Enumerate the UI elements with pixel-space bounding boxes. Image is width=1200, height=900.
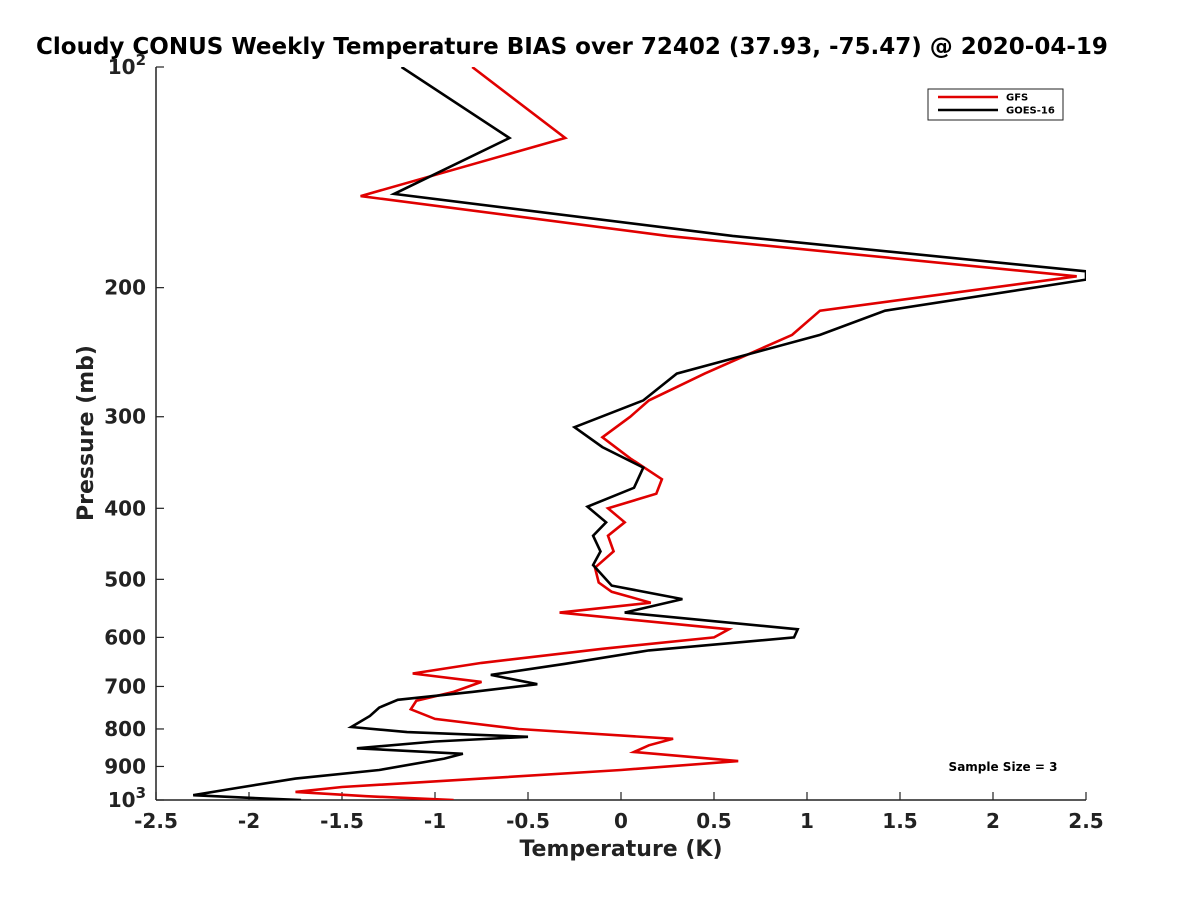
x-tick-label: 1.5 — [882, 809, 917, 833]
y-tick-label: 400 — [104, 496, 146, 520]
y-tick-label: 200 — [104, 276, 146, 300]
plot-area — [155, 67, 1086, 801]
y-tick-label: 900 — [104, 754, 146, 778]
series-layer — [192, 67, 1086, 800]
x-tick-label: 1 — [800, 809, 814, 833]
legend-label: GFS — [1006, 93, 1028, 104]
x-tick-label: -1.5 — [320, 809, 364, 833]
legend-box — [927, 88, 1064, 121]
legend-label: GOES-16 — [1006, 106, 1055, 117]
y-tick-label: 300 — [104, 405, 146, 429]
x-tick-label: -1 — [424, 809, 446, 833]
y-tick-label: 103 — [108, 784, 146, 812]
x-tick-label: 0.5 — [696, 809, 731, 833]
y-tick-label: 600 — [104, 625, 146, 649]
legend: GFS GOES-16 — [927, 88, 1064, 121]
x-axis-title: Temperature (K) — [519, 837, 722, 862]
x-tick-label: -2.5 — [134, 809, 178, 833]
y-tick-label: 800 — [104, 717, 146, 741]
x-tick-label: 0 — [614, 809, 628, 833]
series-line-gfs — [295, 67, 1077, 800]
y-tick-label: 102 — [108, 51, 146, 79]
y-axis-ticks: 102 200 300 400 500 600 700 800 900 103 — [104, 51, 164, 812]
x-tick-label: -0.5 — [506, 809, 550, 833]
x-tick-label: -2 — [238, 809, 260, 833]
sample-size-annotation: Sample Size = 3 — [949, 760, 1058, 774]
y-tick-label: 500 — [104, 567, 146, 591]
chart-title: Cloudy CONUS Weekly Temperature BIAS ove… — [36, 34, 1108, 60]
y-tick-label: 700 — [104, 674, 146, 698]
series-line-goes-16 — [192, 67, 1086, 800]
y-axis-title: Pressure (mb) — [74, 345, 99, 521]
x-tick-label: 2.5 — [1068, 809, 1103, 833]
x-tick-label: 2 — [986, 809, 1000, 833]
x-axis-ticks: -2.5 -2 -1.5 -1 -0.5 0 0.5 1 1.5 2 2.5 — [134, 792, 1104, 833]
